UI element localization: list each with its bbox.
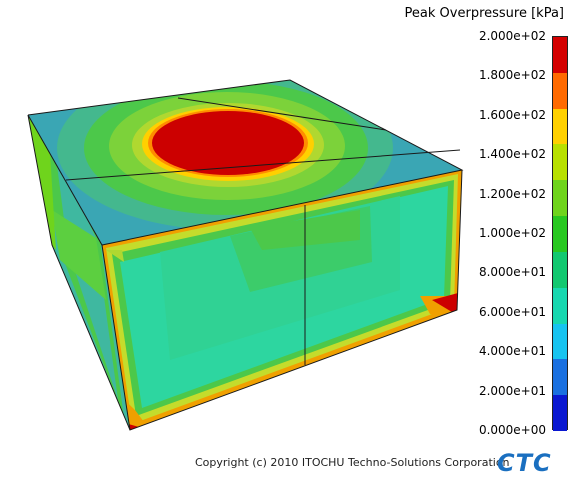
legend-title: Peak Overpressure [kPa]	[404, 6, 564, 21]
legend-tick-label: 4.000e+01	[478, 344, 546, 359]
legend-color-band	[553, 251, 567, 289]
legend-tick-label: 2.000e+02	[478, 29, 546, 43]
legend-color-band	[553, 395, 567, 432]
legend-tick-label: 1.400e+02	[478, 147, 546, 162]
legend-color-band	[553, 359, 567, 396]
legend-color-band	[553, 108, 567, 145]
legend-color-band	[553, 37, 567, 74]
box-edges	[27, 79, 464, 431]
legend-tick-label: 8.000e+01	[478, 265, 546, 280]
legend-tick-label: 0.000e+00	[478, 423, 546, 437]
legend-color-band	[553, 144, 567, 181]
legend-color-band	[553, 180, 567, 217]
legend-tick-label: 1.800e+02	[478, 68, 546, 83]
color-scale-bar	[552, 36, 568, 432]
legend-tick-label: 1.600e+02	[478, 107, 546, 122]
legend-color-band	[553, 72, 567, 110]
legend-tick-label: 1.000e+02	[478, 226, 546, 240]
legend-tick-label: 2.000e+01	[478, 383, 546, 398]
copyright-text: Copyright (c) 2010 ITOCHU Techno-Solutio…	[195, 456, 510, 469]
legend-color-band	[553, 216, 567, 253]
legend-color-band	[553, 323, 567, 360]
box-left-face	[28, 115, 130, 430]
legend-tick-label: 6.000e+01	[478, 304, 546, 319]
legend-tick-label: 1.200e+02	[478, 186, 546, 201]
brand-logo: CTC	[497, 449, 552, 477]
legend-color-band	[553, 287, 567, 325]
box-top-face	[28, 80, 462, 245]
